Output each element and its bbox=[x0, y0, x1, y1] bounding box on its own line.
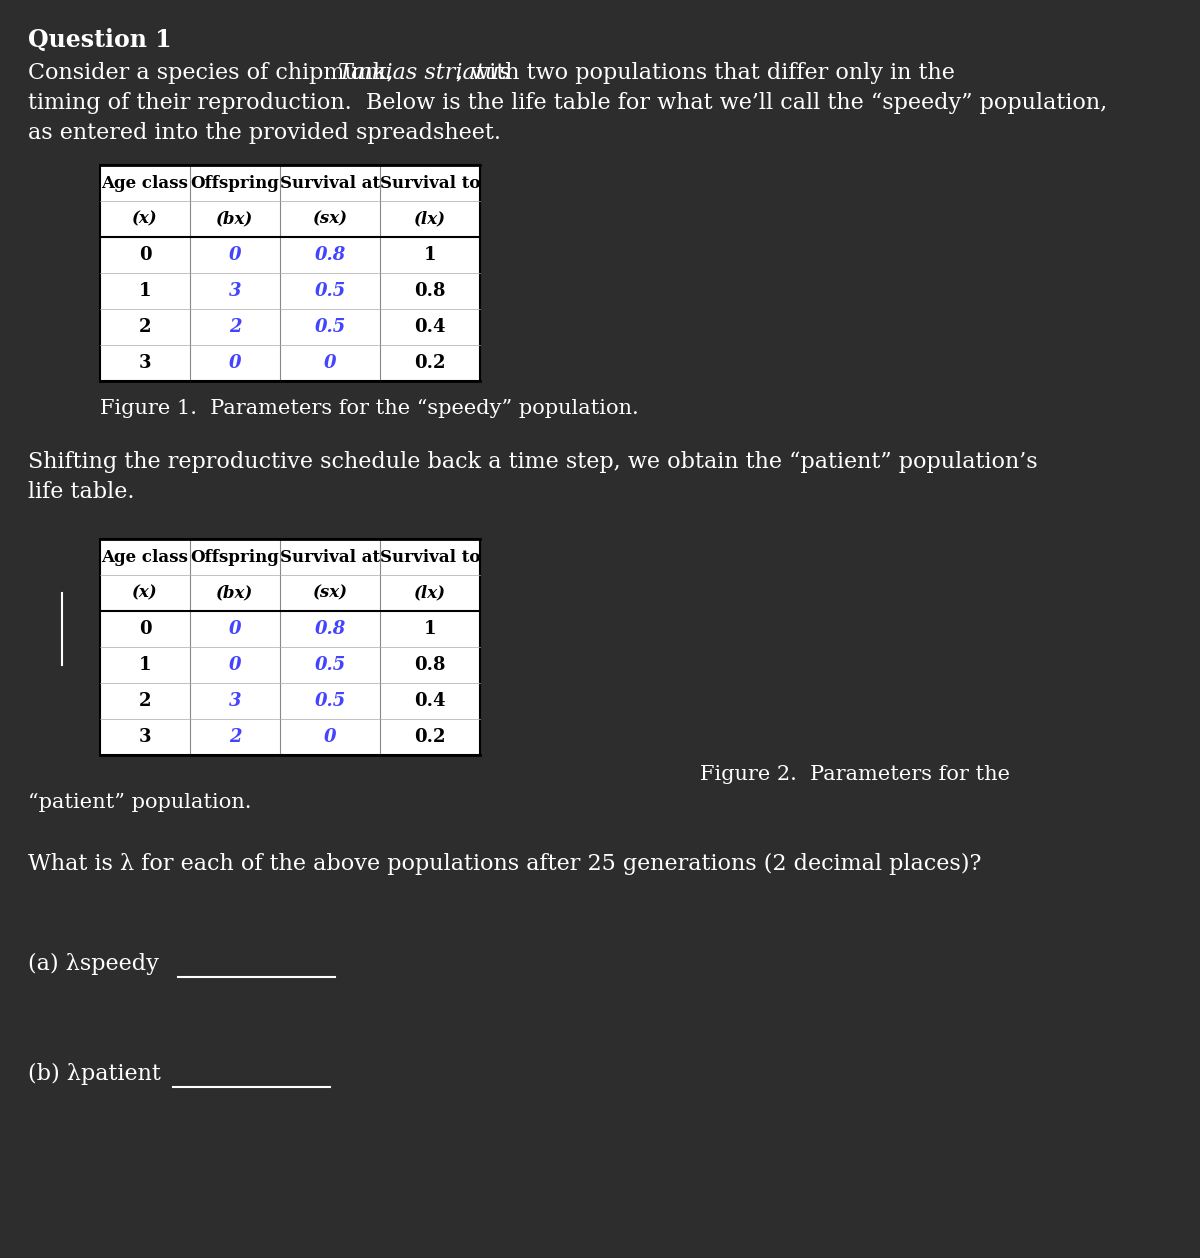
Text: (a) λspeedy: (a) λspeedy bbox=[28, 954, 158, 975]
Text: 0: 0 bbox=[139, 247, 151, 264]
Text: 0: 0 bbox=[229, 247, 241, 264]
Text: life table.: life table. bbox=[28, 481, 134, 503]
Text: 3: 3 bbox=[139, 353, 151, 372]
Text: Tamias striatus: Tamias striatus bbox=[338, 62, 510, 84]
Text: Age class: Age class bbox=[102, 175, 188, 191]
Text: 0.5: 0.5 bbox=[314, 282, 346, 299]
Text: 0.2: 0.2 bbox=[414, 728, 445, 746]
Text: 2: 2 bbox=[229, 728, 241, 746]
Text: Survival to: Survival to bbox=[380, 548, 480, 566]
Text: What is λ for each of the above populations after 25 generations (2 decimal plac: What is λ for each of the above populati… bbox=[28, 853, 982, 876]
Text: Offspring: Offspring bbox=[191, 175, 280, 191]
Text: 0.4: 0.4 bbox=[414, 318, 445, 336]
Text: 0.8: 0.8 bbox=[414, 655, 445, 674]
Text: 0: 0 bbox=[229, 655, 241, 674]
Text: 2: 2 bbox=[229, 318, 241, 336]
Text: 3: 3 bbox=[229, 692, 241, 710]
Text: 0.5: 0.5 bbox=[314, 655, 346, 674]
Text: (x): (x) bbox=[132, 210, 158, 228]
Text: 0.5: 0.5 bbox=[314, 692, 346, 710]
Text: , with two populations that differ only in the: , with two populations that differ only … bbox=[456, 62, 955, 84]
Text: Offspring: Offspring bbox=[191, 548, 280, 566]
Text: 1: 1 bbox=[139, 655, 151, 674]
Text: timing of their reproduction.  Below is the life table for what we’ll call the “: timing of their reproduction. Below is t… bbox=[28, 92, 1108, 114]
Text: 3: 3 bbox=[229, 282, 241, 299]
Text: Shifting the reproductive schedule back a time step, we obtain the “patient” pop: Shifting the reproductive schedule back … bbox=[28, 452, 1038, 473]
Text: 0.8: 0.8 bbox=[314, 620, 346, 638]
Text: 1: 1 bbox=[424, 620, 437, 638]
Text: Consider a species of chipmunk,: Consider a species of chipmunk, bbox=[28, 62, 401, 84]
Text: 0.8: 0.8 bbox=[414, 282, 445, 299]
Text: 0: 0 bbox=[139, 620, 151, 638]
Text: (x): (x) bbox=[132, 585, 158, 601]
Text: 2: 2 bbox=[139, 692, 151, 710]
Text: as entered into the provided spreadsheet.: as entered into the provided spreadsheet… bbox=[28, 122, 502, 143]
Text: “patient” population.: “patient” population. bbox=[28, 793, 252, 813]
Text: 0.2: 0.2 bbox=[414, 353, 445, 372]
Text: 0: 0 bbox=[229, 620, 241, 638]
Text: (sx): (sx) bbox=[312, 585, 348, 601]
Text: Survival at: Survival at bbox=[280, 175, 380, 191]
Bar bbox=[100, 165, 480, 381]
Text: 0.4: 0.4 bbox=[414, 692, 445, 710]
Text: 0: 0 bbox=[229, 353, 241, 372]
Text: 1: 1 bbox=[424, 247, 437, 264]
Text: Survival to: Survival to bbox=[380, 175, 480, 191]
Text: 0: 0 bbox=[324, 728, 336, 746]
Text: Age class: Age class bbox=[102, 548, 188, 566]
Text: 3: 3 bbox=[139, 728, 151, 746]
Text: Question 1: Question 1 bbox=[28, 28, 172, 52]
Text: (bx): (bx) bbox=[216, 585, 253, 601]
Text: 0.5: 0.5 bbox=[314, 318, 346, 336]
Text: 1: 1 bbox=[139, 282, 151, 299]
Bar bbox=[100, 538, 480, 755]
Text: Survival at: Survival at bbox=[280, 548, 380, 566]
Text: Figure 2.  Parameters for the: Figure 2. Parameters for the bbox=[700, 765, 1010, 784]
Text: (bx): (bx) bbox=[216, 210, 253, 228]
Text: (lx): (lx) bbox=[414, 585, 446, 601]
Text: 2: 2 bbox=[139, 318, 151, 336]
Text: (sx): (sx) bbox=[312, 210, 348, 228]
Text: 0.8: 0.8 bbox=[314, 247, 346, 264]
Text: (lx): (lx) bbox=[414, 210, 446, 228]
Text: Figure 1.  Parameters for the “speedy” population.: Figure 1. Parameters for the “speedy” po… bbox=[100, 399, 638, 418]
Text: (b) λpatient: (b) λpatient bbox=[28, 1063, 161, 1086]
Text: 0: 0 bbox=[324, 353, 336, 372]
